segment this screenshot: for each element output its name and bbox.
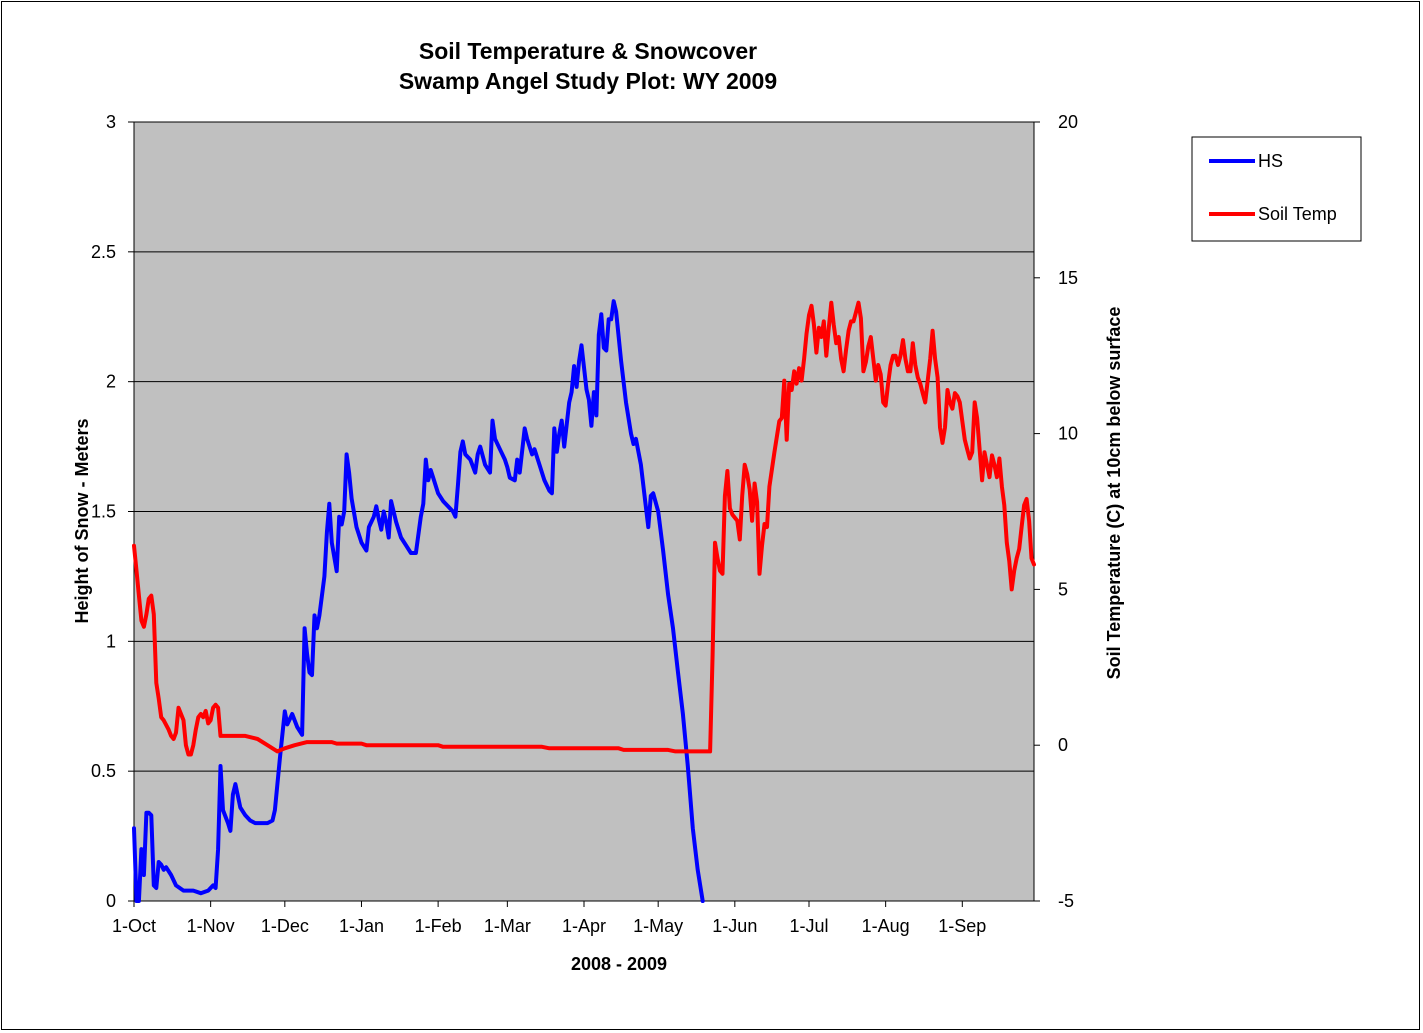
series-line-soil-temp (132, 300, 1036, 757)
left-tick-label: 0.5 (91, 761, 116, 781)
x-tick-label: 1-Nov (187, 916, 235, 936)
legend-box (1191, 136, 1362, 242)
x-tick-label: 1-Jan (339, 916, 384, 936)
right-tick-label: 15 (1058, 268, 1078, 288)
x-tick-label: 1-Dec (261, 916, 309, 936)
y-axis-left-label: Height of Snow - Meters (72, 418, 92, 623)
right-axis-ticks: -5 0 5 10 15 20 (1034, 112, 1078, 911)
legend-label-soil-temp: Soil Temp (1258, 204, 1337, 224)
right-tick-label: 5 (1058, 579, 1068, 599)
series-line-hs (132, 299, 705, 903)
left-tick-label: 1.5 (91, 502, 116, 522)
chart-title-line-1: Soil Temperature & Snowcover (419, 38, 757, 64)
y-axis-right-label: Soil Temperature (C) at 10cm below surfa… (1104, 307, 1124, 680)
x-tick-label: 1-Jun (712, 916, 757, 936)
x-tick-label: 1-Aug (862, 916, 910, 936)
right-tick-label: 0 (1058, 735, 1068, 755)
x-tick-label: 1-Sep (938, 916, 986, 936)
left-axis-ticks: 0 0.5 1 1.5 2 2.5 3 (91, 112, 134, 911)
left-tick-label: 0 (106, 891, 116, 911)
x-tick-label: 1-May (633, 916, 683, 936)
x-tick-label: 1-Jul (789, 916, 828, 936)
gridlines (134, 121, 1034, 772)
x-tick-label: 1-Oct (112, 916, 156, 936)
legend: HS Soil Temp (1191, 136, 1362, 242)
x-tick-label: 1-Apr (562, 916, 606, 936)
right-tick-label: 10 (1058, 424, 1078, 444)
series-layer (132, 299, 1036, 903)
left-tick-label: 3 (106, 112, 116, 132)
x-tick-label: 1-Feb (415, 916, 462, 936)
left-tick-label: 2.5 (91, 242, 116, 262)
right-tick-label: 20 (1058, 112, 1078, 132)
x-axis-ticks: 1-Oct 1-Nov 1-Dec 1-Jan 1-Feb 1-Mar 1-Apr 1-May… (112, 901, 986, 936)
legend-label-hs: HS (1258, 151, 1283, 171)
x-axis-label: 2008 - 2009 (571, 954, 667, 974)
chart-title-line-2: Swamp Angel Study Plot: WY 2009 (399, 68, 777, 94)
left-tick-label: 1 (106, 631, 116, 651)
x-tick-label: 1-Mar (484, 916, 531, 936)
right-tick-label: -5 (1058, 891, 1074, 911)
left-tick-label: 2 (106, 372, 116, 392)
